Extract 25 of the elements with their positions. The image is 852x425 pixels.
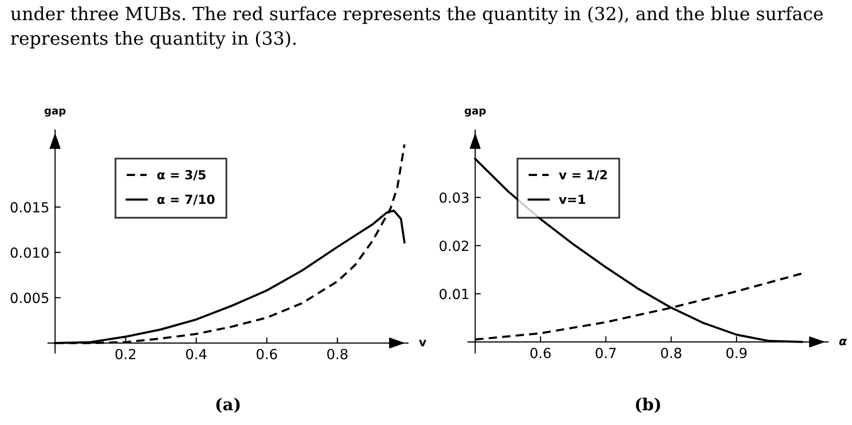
x-tick-label: 0.6 <box>256 348 277 360</box>
text: under three MUBs. The red surface represents the quantity in (32), and the blue surface represents the quantity in (33). <box>10 6 823 49</box>
legend-label: v=1 <box>558 194 586 204</box>
x-tick-label: 0.8 <box>327 348 348 360</box>
y-axis-title: gap <box>44 108 66 117</box>
y-axis-title: gap <box>464 108 486 117</box>
y-tick-label: 0.010 <box>10 247 49 258</box>
x-tick-label: 0.8 <box>661 348 682 358</box>
y-tick-label: 0.01 <box>440 288 468 300</box>
y-tick-label: 0.02 <box>440 240 468 252</box>
y-tick-label: 0.03 <box>440 192 469 203</box>
text: (a) <box>216 398 240 413</box>
x-tick-label: 0.7 <box>596 348 616 358</box>
text: (b) <box>636 398 660 413</box>
legend-label: α = 3/5 <box>157 170 206 180</box>
x-tick-label: 0.9 <box>726 348 747 358</box>
x-tick-label: 0.2 <box>116 348 136 360</box>
legend-label: v = 1/2 <box>558 170 607 180</box>
y-tick-label: 0.005 <box>10 292 48 304</box>
x-tick-label: 0.4 <box>186 348 206 360</box>
x-tick-label: 0.6 <box>530 348 551 358</box>
x-axis-title: v <box>418 340 426 346</box>
y-tick-label: 0.015 <box>10 202 48 213</box>
legend-label: α = 7/10 <box>157 194 215 206</box>
x-axis-title: α <box>839 338 847 346</box>
